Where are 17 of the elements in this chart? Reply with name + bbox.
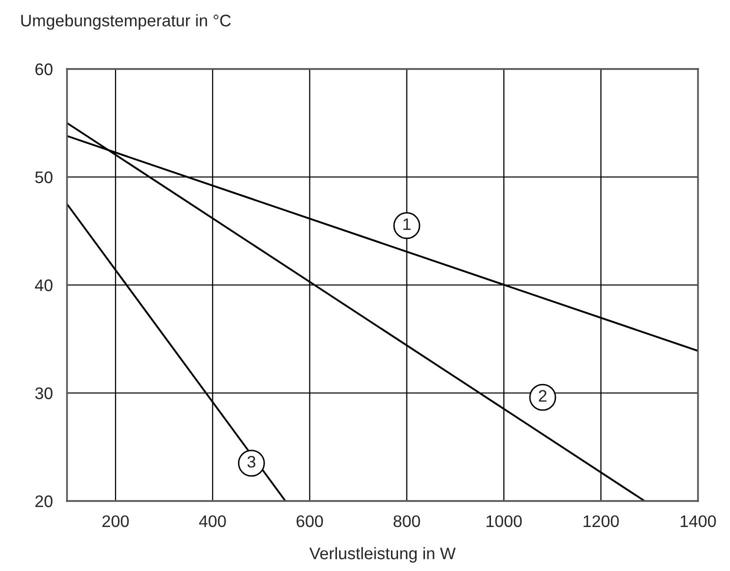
x-tick-label: 1000 — [486, 515, 522, 528]
y-tick-label: 50 — [35, 171, 52, 184]
annotation: 3 — [247, 456, 256, 468]
y-axis-title: Umgebungstemperatur in °C — [21, 14, 231, 30]
x-tick-label: 1200 — [584, 515, 619, 528]
y-tick-label: 20 — [35, 495, 52, 508]
x-tick-label: 600 — [296, 515, 323, 528]
y-tick-label: 40 — [34, 279, 52, 292]
x-axis-title: Verlustleistung in W — [309, 547, 456, 563]
x-tick-label: 1400 — [680, 515, 716, 528]
x-tick-label: 800 — [394, 515, 420, 528]
annotation: 2 — [538, 390, 546, 402]
y-tick-label: 30 — [35, 387, 52, 400]
x-tick-label: 200 — [102, 515, 129, 528]
x-tick-label: 400 — [199, 515, 226, 528]
annotation: 1 — [403, 218, 411, 230]
y-tick-label: 60 — [35, 63, 52, 76]
